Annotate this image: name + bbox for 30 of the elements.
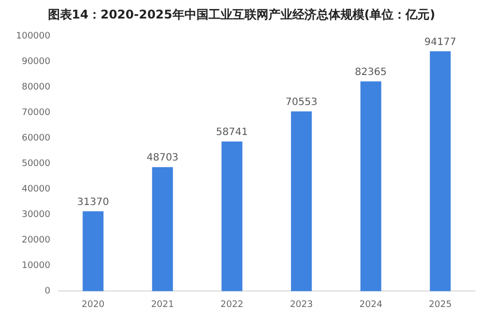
bar [152, 167, 173, 292]
bar [82, 211, 104, 292]
x-tick-label: 2022 [220, 300, 244, 310]
x-tick-label: 2021 [151, 300, 174, 310]
bar [222, 142, 242, 292]
y-tick-label: 50000 [22, 159, 51, 170]
y-tick-label: 30000 [22, 210, 51, 220]
data-label: 94177 [424, 36, 456, 48]
y-tick-label: 10000 [22, 261, 51, 272]
y-tick-label: 40000 [22, 184, 51, 195]
y-tick-label: 0 [44, 286, 51, 297]
bar [360, 81, 382, 292]
x-tick-label: 2024 [359, 300, 383, 310]
y-tick-label: 60000 [22, 134, 51, 144]
data-label: 31370 [77, 196, 109, 208]
x-tick-label: 2025 [428, 300, 452, 310]
y-tick-label: 90000 [22, 57, 51, 68]
y-tick-label: 80000 [22, 82, 51, 93]
data-label: 48703 [146, 152, 178, 164]
data-label: 58741 [216, 127, 248, 138]
bar [430, 51, 451, 292]
y-tick-label: 20000 [22, 236, 51, 246]
chart-title: 图表14：2020-2025年中国工业互联网产业经济总体规模(单位：亿元) [48, 7, 436, 22]
y-tick-label: 70000 [22, 108, 51, 118]
x-tick-label: 2023 [290, 300, 313, 310]
data-label: 82365 [354, 66, 387, 78]
bar [290, 111, 312, 292]
y-tick-label: 100000 [16, 32, 51, 42]
x-tick-label: 2020 [82, 300, 105, 310]
data-label: 70553 [285, 97, 318, 108]
